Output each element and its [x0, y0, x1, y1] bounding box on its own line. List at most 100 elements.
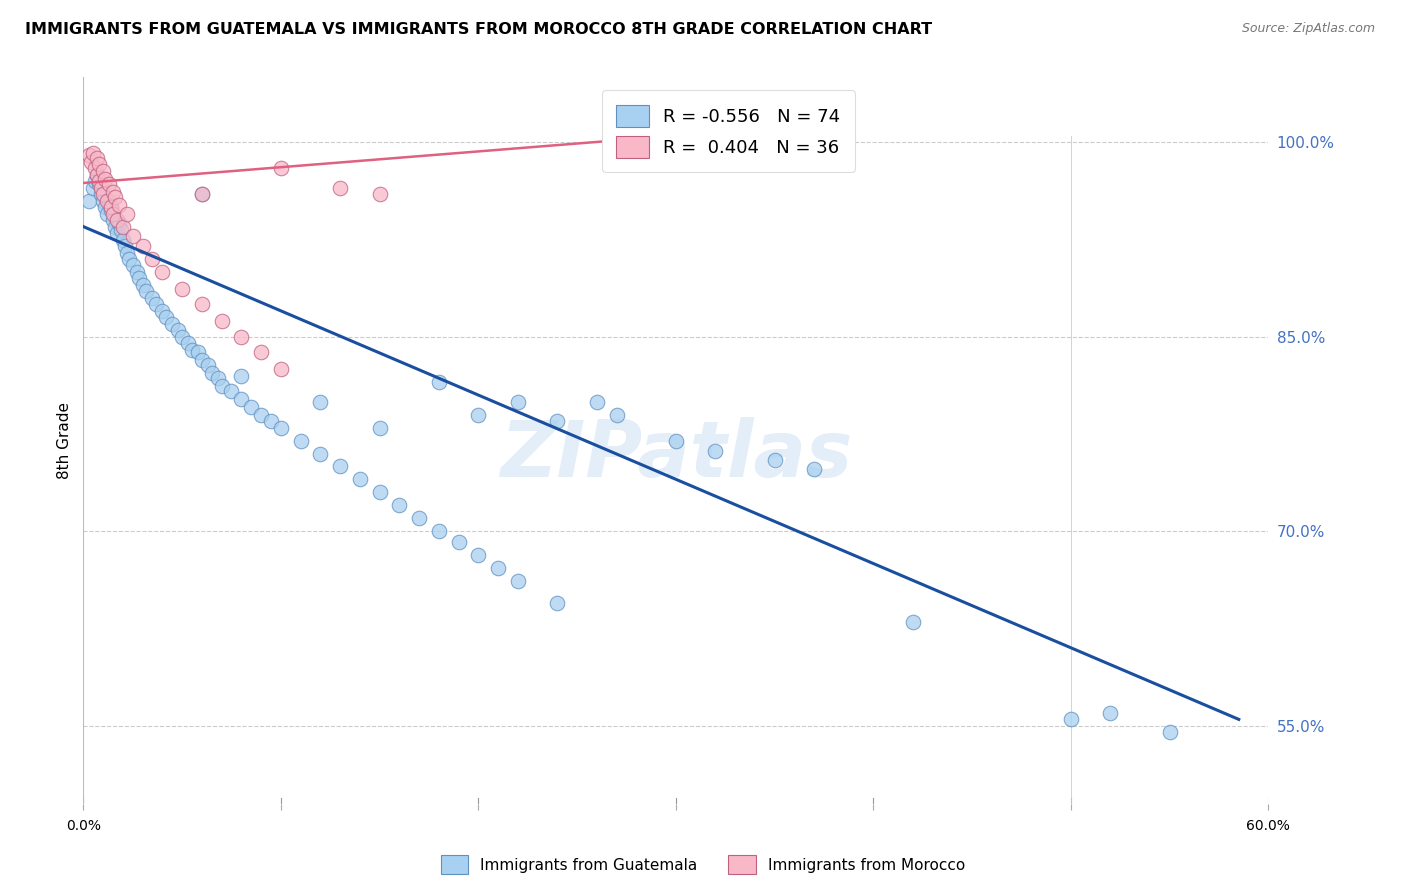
Point: [96, 194, 118, 208]
Point: [86, 168, 108, 182]
Point: [221, 384, 243, 399]
Point: [86, 168, 108, 182]
Point: [329, 180, 352, 194]
Point: [91, 194, 114, 208]
Point: [506, 394, 529, 409]
Point: [105, 213, 128, 227]
Legend: Immigrants from Guatemala, Immigrants from Morocco: Immigrants from Guatemala, Immigrants fr…: [434, 849, 972, 880]
Point: [100, 200, 122, 214]
Point: [546, 596, 568, 610]
Point: [427, 524, 450, 539]
Point: [121, 228, 143, 243]
Text: 60.0%: 60.0%: [1247, 819, 1291, 833]
Point: [94, 171, 117, 186]
Point: [94, 200, 117, 214]
Point: [506, 574, 529, 588]
Point: [231, 330, 253, 344]
Point: [131, 277, 153, 292]
Point: [111, 219, 134, 234]
Point: [77, 148, 100, 162]
Point: [108, 197, 131, 211]
Point: [191, 187, 214, 202]
Y-axis label: 8th Grade: 8th Grade: [58, 402, 72, 479]
Point: [90, 187, 112, 202]
Text: Source: ZipAtlas.com: Source: ZipAtlas.com: [1241, 22, 1375, 36]
Point: [84, 161, 107, 176]
Point: [191, 353, 214, 368]
Point: [150, 265, 173, 279]
Point: [467, 408, 489, 422]
Point: [201, 366, 224, 380]
Point: [270, 161, 292, 176]
Point: [191, 187, 214, 202]
Point: [87, 174, 110, 188]
Point: [87, 157, 110, 171]
Point: [231, 368, 253, 383]
Point: [105, 226, 128, 240]
Point: [368, 187, 391, 202]
Point: [309, 394, 332, 409]
Point: [388, 499, 411, 513]
Point: [87, 177, 110, 191]
Point: [96, 206, 118, 220]
Point: [135, 285, 157, 299]
Point: [349, 473, 371, 487]
Point: [270, 420, 292, 434]
Point: [177, 336, 200, 351]
Point: [155, 310, 177, 325]
Point: [86, 151, 108, 165]
Point: [447, 534, 470, 549]
Point: [1099, 706, 1122, 720]
Point: [104, 190, 127, 204]
Point: [150, 304, 173, 318]
Point: [160, 317, 183, 331]
Point: [98, 194, 121, 208]
Point: [586, 394, 609, 409]
Point: [250, 345, 273, 359]
Point: [115, 206, 138, 220]
Point: [290, 434, 312, 448]
Point: [91, 187, 114, 202]
Point: [211, 314, 233, 328]
Point: [131, 239, 153, 253]
Point: [704, 444, 727, 458]
Point: [606, 408, 628, 422]
Point: [270, 362, 292, 376]
Point: [84, 174, 107, 188]
Point: [101, 206, 124, 220]
Point: [486, 560, 509, 574]
Point: [104, 219, 127, 234]
Point: [82, 145, 104, 160]
Point: [110, 223, 132, 237]
Point: [170, 330, 193, 344]
Point: [408, 511, 430, 525]
Point: [80, 154, 103, 169]
Point: [901, 615, 924, 629]
Point: [141, 291, 163, 305]
Point: [207, 371, 229, 385]
Point: [170, 282, 193, 296]
Point: [197, 359, 219, 373]
Point: [368, 420, 391, 434]
Point: [100, 202, 122, 217]
Point: [191, 297, 214, 311]
Point: [260, 414, 283, 428]
Legend: R = -0.556   N = 74, R =  0.404   N = 36: R = -0.556 N = 74, R = 0.404 N = 36: [602, 90, 855, 172]
Point: [91, 163, 114, 178]
Point: [1060, 712, 1083, 726]
Point: [181, 343, 204, 357]
Text: ZIPatlas: ZIPatlas: [499, 417, 852, 493]
Point: [329, 459, 352, 474]
Point: [763, 453, 786, 467]
Point: [115, 245, 138, 260]
Point: [141, 252, 163, 266]
Point: [121, 259, 143, 273]
Text: IMMIGRANTS FROM GUATEMALA VS IMMIGRANTS FROM MOROCCO 8TH GRADE CORRELATION CHART: IMMIGRANTS FROM GUATEMALA VS IMMIGRANTS …: [25, 22, 932, 37]
Point: [77, 194, 100, 208]
Point: [98, 177, 121, 191]
Point: [90, 180, 112, 194]
Point: [368, 485, 391, 500]
Point: [101, 185, 124, 199]
Text: 0.0%: 0.0%: [66, 819, 101, 833]
Point: [128, 271, 150, 285]
